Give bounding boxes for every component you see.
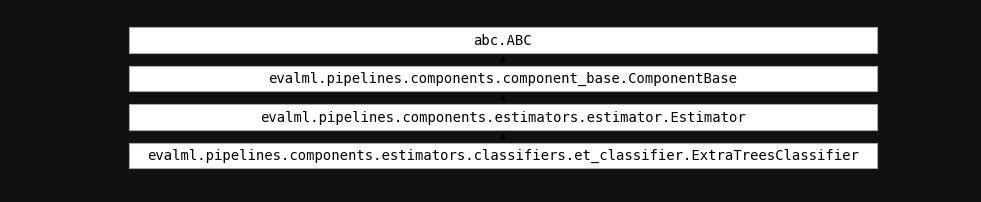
FancyBboxPatch shape	[129, 143, 877, 168]
FancyBboxPatch shape	[129, 105, 877, 130]
Text: evalml.pipelines.components.component_base.ComponentBase: evalml.pipelines.components.component_ba…	[268, 72, 738, 86]
Text: evalml.pipelines.components.estimators.estimator.Estimator: evalml.pipelines.components.estimators.e…	[260, 110, 746, 124]
FancyBboxPatch shape	[129, 66, 877, 92]
Text: evalml.pipelines.components.estimators.classifiers.et_classifier.ExtraTreesClass: evalml.pipelines.components.estimators.c…	[147, 149, 858, 163]
FancyBboxPatch shape	[129, 28, 877, 53]
Text: abc.ABC: abc.ABC	[474, 34, 532, 48]
